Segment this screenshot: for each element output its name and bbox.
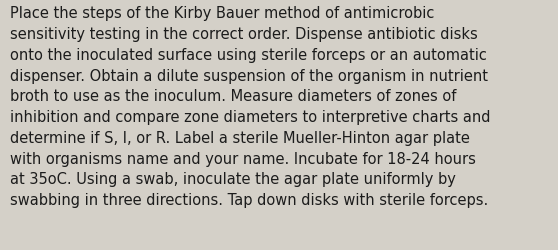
Text: Place the steps of the Kirby Bauer method of antimicrobic
sensitivity testing in: Place the steps of the Kirby Bauer metho…: [10, 6, 490, 207]
